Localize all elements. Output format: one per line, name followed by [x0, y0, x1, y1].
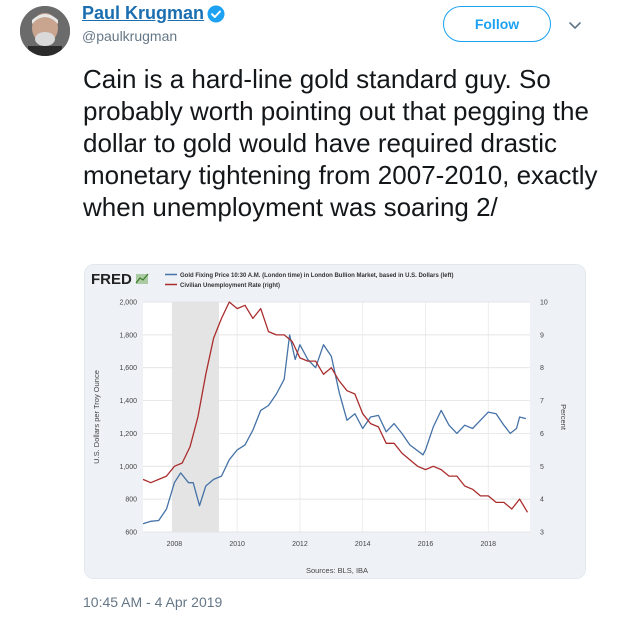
y-tick-label: 2,000 — [119, 300, 137, 307]
x-tick-label: 2018 — [480, 541, 496, 548]
x-tick-label: 2010 — [229, 541, 245, 548]
y-axis-right-label: Percent — [559, 404, 568, 431]
y-right-tick-label: 3 — [540, 530, 544, 537]
recession-band — [171, 302, 219, 532]
media-card[interactable]: FRED Gold Fixing Price 10:30 A.M. (Londo… — [84, 264, 586, 579]
series-line-unemployment — [142, 301, 529, 513]
y-tick-label: 800 — [125, 497, 137, 504]
y-tick-label: 600 — [125, 530, 137, 537]
y-axis-left-ticks: 600 800 1,000 1,200 1,400 1,600 1,800 2,000 — [119, 300, 137, 537]
series-lines — [142, 301, 529, 525]
fred-logo-graph-icon — [135, 273, 149, 284]
y-axis-left-label: U.S. Dollars per Troy Ounce — [92, 370, 101, 464]
y-tick-label: 1,600 — [119, 365, 137, 372]
y-right-tick-label: 8 — [540, 365, 544, 372]
y-right-tick-label: 9 — [540, 332, 544, 339]
recession-shading — [171, 302, 219, 532]
verified-badge-icon — [207, 5, 225, 28]
y-right-tick-label: 7 — [540, 398, 544, 405]
x-tick-label: 2012 — [292, 541, 308, 548]
avatar-image — [20, 6, 70, 56]
fred-chart: FRED Gold Fixing Price 10:30 A.M. (Londo… — [85, 265, 585, 578]
x-tick-label: 2016 — [418, 541, 434, 548]
tweet-text: Cain is a hard-line gold standard guy. S… — [83, 64, 598, 222]
x-tick-label: 2014 — [355, 541, 371, 548]
avatar[interactable] — [20, 6, 70, 56]
chart-source: Sources: BLS, IBA — [306, 566, 368, 575]
legend-gold: Gold Fixing Price 10:30 A.M. (London tim… — [180, 273, 453, 279]
tweet-timestamp[interactable]: 10:45 AM - 4 Apr 2019 — [83, 594, 223, 610]
y-right-tick-label: 10 — [540, 300, 548, 307]
y-right-tick-label: 5 — [540, 464, 544, 471]
fred-logo: FRED — [91, 271, 132, 288]
x-axis-ticks: 2008 2010 2012 2014 2016 2018 — [167, 541, 497, 548]
author-handle[interactable]: @paulkrugman — [82, 28, 178, 44]
legend-unemployment: Civilian Unemployment Rate (right) — [180, 283, 280, 289]
y-right-tick-label: 6 — [540, 431, 544, 438]
y-tick-label: 1,200 — [119, 431, 137, 438]
y-tick-label: 1,400 — [119, 398, 137, 405]
y-tick-label: 1,800 — [119, 332, 137, 339]
author-name[interactable]: Paul Krugman — [82, 3, 205, 23]
series-line-gold — [142, 334, 527, 525]
chevron-down-icon[interactable] — [568, 18, 582, 36]
y-tick-label: 1,000 — [119, 464, 137, 471]
x-tick-label: 2008 — [167, 541, 183, 548]
y-right-tick-label: 4 — [540, 497, 544, 504]
follow-button[interactable]: Follow — [443, 6, 551, 42]
y-axis-right-ticks: 3 4 5 6 7 8 9 10 — [540, 300, 548, 537]
